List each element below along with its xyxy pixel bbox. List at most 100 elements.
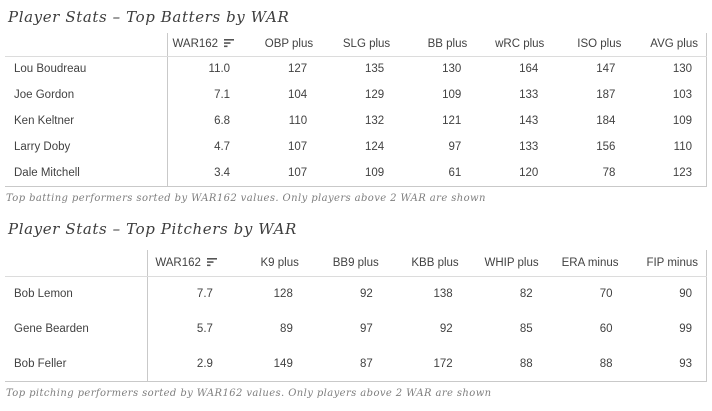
value-cell: 104 xyxy=(287,89,308,101)
value-cell: 92 xyxy=(359,288,373,301)
value-cell: 124 xyxy=(365,141,385,153)
value-cell: 110 xyxy=(673,141,692,153)
value-cell: 107 xyxy=(287,166,308,179)
value-cell: 6.8 xyxy=(214,115,231,127)
column-header-obp-plus[interactable]: OBP plus xyxy=(244,33,322,57)
value-cell: 130 xyxy=(442,63,462,76)
column-header-label: WHIP plus xyxy=(484,256,539,269)
value-cell: 97 xyxy=(359,323,373,335)
value-cell: 135 xyxy=(365,63,385,76)
column-header-label: WAR162 xyxy=(172,38,219,51)
value-cell: 164 xyxy=(519,63,539,76)
row-header-player-name: Joe Gordon xyxy=(5,82,168,108)
value-cell: 78 xyxy=(602,166,616,179)
column-header-war162[interactable]: WAR162 xyxy=(167,33,245,57)
column-header-label: OBP plus xyxy=(264,38,314,51)
value-cell: 2.9 xyxy=(196,357,213,370)
table-row[interactable]: Lou Boudreau 11.0 127 135 130 164 147 130 xyxy=(5,56,707,82)
value-cell: 128 xyxy=(273,288,293,301)
value-cell: 99 xyxy=(679,323,692,335)
column-header-whip-plus[interactable]: WHIP plus xyxy=(466,249,547,277)
column-header-bb9-plus[interactable]: BB9 plus xyxy=(306,249,387,277)
corner-cell xyxy=(5,33,168,57)
column-header-label: ERA minus xyxy=(561,256,619,269)
sort-descending-icon xyxy=(224,39,235,48)
value-cell: 120 xyxy=(519,166,539,179)
stats-table: WAR162 OBP plus SLG plus BB plus wRC plus ISO… xyxy=(5,33,707,187)
header-row: WAR162 K9 plus BB9 plus KBB plus WHIP plus ER… xyxy=(5,249,707,277)
corner-cell xyxy=(5,249,148,277)
value-cell: 4.7 xyxy=(214,141,231,153)
column-header-iso-plus[interactable]: ISO plus xyxy=(552,33,630,57)
value-cell: 89 xyxy=(280,323,293,335)
value-cell: 109 xyxy=(442,89,462,101)
stats-table: WAR162 K9 plus BB9 plus KBB plus WHIP plus ER… xyxy=(5,249,707,382)
column-header-bb-plus[interactable]: BB plus xyxy=(398,33,476,57)
table-row[interactable]: Larry Doby 4.7 107 124 97 133 156 110 xyxy=(5,134,707,160)
value-cell: 172 xyxy=(433,357,453,370)
value-cell: 147 xyxy=(596,63,616,76)
value-cell: 103 xyxy=(672,89,692,101)
value-cell: 7.7 xyxy=(196,288,213,301)
column-header-fip-minus[interactable]: FIP minus xyxy=(626,249,707,277)
sort-descending-icon xyxy=(206,257,217,266)
column-header-slg-plus[interactable]: SLG plus xyxy=(321,33,399,57)
report-canvas: Player Stats – Top Batters by WAR WAR162… xyxy=(5,8,707,399)
column-header-label: K9 plus xyxy=(260,256,299,269)
value-cell: 121 xyxy=(442,115,462,127)
value-cell: 129 xyxy=(365,89,385,101)
value-cell: 3.4 xyxy=(214,166,231,179)
value-cell: 85 xyxy=(519,323,533,335)
column-header-kbb-plus[interactable]: KBB plus xyxy=(386,249,467,277)
value-cell: 187 xyxy=(596,89,616,101)
column-header-label: WAR162 xyxy=(155,256,201,269)
row-header-player-name: Lou Boudreau xyxy=(5,56,168,82)
column-header-avg-plus[interactable]: AVG plus xyxy=(629,33,707,57)
value-cell: 143 xyxy=(519,115,539,127)
value-cell: 127 xyxy=(287,63,308,76)
visual-title: Player Stats – Top Pitchers by WAR xyxy=(8,219,297,238)
column-header-label: wRC plus xyxy=(495,38,545,51)
row-header-player-name: Bob Lemon xyxy=(5,276,148,312)
row-header-player-name: Bob Feller xyxy=(5,346,148,382)
value-cell: 138 xyxy=(433,288,453,301)
table-row[interactable]: Gene Bearden 5.7 89 97 92 85 60 99 xyxy=(5,311,707,347)
value-cell: 156 xyxy=(596,141,616,153)
row-header-player-name: Larry Doby xyxy=(5,134,168,160)
value-cell: 88 xyxy=(599,357,613,370)
value-cell: 184 xyxy=(596,115,616,127)
table-row[interactable]: Dale Mitchell 3.4 107 109 61 120 78 123 xyxy=(5,160,707,186)
table-row[interactable]: Ken Keltner 6.8 110 132 121 143 184 109 xyxy=(5,108,707,134)
table-visual-pitchers: Player Stats – Top Pitchers by WAR WAR16… xyxy=(5,219,707,399)
table-row[interactable]: Bob Feller 2.9 149 87 172 88 88 93 xyxy=(5,346,707,382)
value-cell: 109 xyxy=(365,166,385,179)
footnote: Top pitching performers sorted by WAR162… xyxy=(6,388,492,399)
table-row[interactable]: Joe Gordon 7.1 104 129 109 133 187 103 xyxy=(5,82,707,108)
column-header-war162[interactable]: WAR162 xyxy=(147,249,227,277)
header-row: WAR162 OBP plus SLG plus BB plus wRC plus ISO… xyxy=(5,33,707,57)
column-header-k9-plus[interactable]: K9 plus xyxy=(226,249,307,277)
footnote: Top batting performers sorted by WAR162 … xyxy=(6,192,486,204)
value-cell: 133 xyxy=(519,89,539,101)
value-cell: 70 xyxy=(599,288,613,301)
value-cell: 61 xyxy=(448,166,462,179)
value-cell: 90 xyxy=(679,288,692,301)
value-cell: 60 xyxy=(599,323,613,335)
value-cell: 149 xyxy=(273,357,293,370)
row-header-player-name: Dale Mitchell xyxy=(5,160,168,186)
row-header-player-name: Gene Bearden xyxy=(5,311,148,347)
value-cell: 88 xyxy=(519,357,533,370)
table-row[interactable]: Bob Lemon 7.7 128 92 138 82 70 90 xyxy=(5,276,707,312)
value-cell: 132 xyxy=(365,115,385,127)
column-header-wrc-plus[interactable]: wRC plus xyxy=(475,33,553,57)
value-cell: 130 xyxy=(672,63,692,76)
visual-title: Player Stats – Top Batters by WAR xyxy=(8,8,290,26)
column-header-label: BB9 plus xyxy=(332,256,379,269)
row-header-player-name: Ken Keltner xyxy=(5,108,168,134)
value-cell: 5.7 xyxy=(196,323,213,335)
value-cell: 93 xyxy=(679,357,692,370)
value-cell: 7.1 xyxy=(214,89,231,101)
column-header-era-minus[interactable]: ERA minus xyxy=(546,249,627,277)
value-cell: 92 xyxy=(439,323,453,335)
value-cell: 123 xyxy=(672,166,692,179)
